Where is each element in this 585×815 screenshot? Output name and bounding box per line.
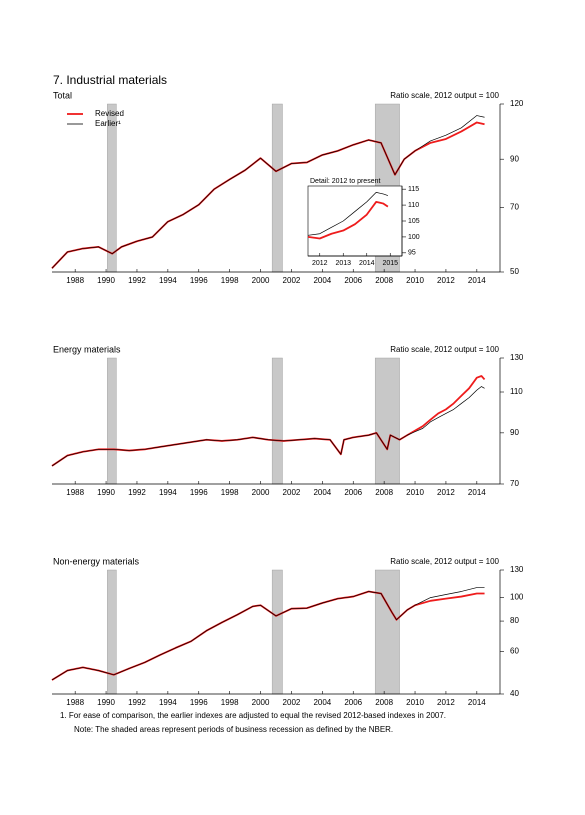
x-tick-label: 1992 (128, 698, 146, 707)
x-tick-label: 2002 (283, 276, 301, 285)
y-tick-label: 95 (408, 250, 416, 257)
recession-shade (271, 103, 283, 273)
y-tick-label: 130 (510, 353, 524, 362)
x-tick-label: 1996 (190, 698, 208, 707)
chart-title: Non-energy materials (53, 556, 140, 566)
footnote: Note: The shaded areas represent periods… (74, 725, 393, 734)
x-tick-label: 1990 (97, 698, 115, 707)
legend-label: Earlier¹ (95, 119, 121, 128)
chart-title: Energy materials (53, 344, 121, 354)
x-tick-label: 1988 (66, 698, 84, 707)
y-tick-label: 90 (510, 428, 519, 437)
series-line (51, 386, 485, 467)
inset-title: Detail: 2012 to present (310, 178, 380, 185)
y-tick-label: 120 (510, 99, 524, 108)
y-tick-label: 50 (510, 267, 519, 276)
x-tick-label: 1994 (159, 488, 177, 497)
x-tick-label: 1988 (66, 276, 84, 285)
x-tick-label: 2013 (335, 260, 351, 267)
y-tick-label: 130 (510, 565, 524, 574)
x-tick-label: 1998 (221, 276, 239, 285)
x-tick-label: 2000 (252, 276, 270, 285)
x-tick-label: 2012 (437, 698, 455, 707)
x-tick-label: 2006 (344, 698, 362, 707)
y-tick-label: 110 (408, 202, 419, 209)
x-tick-label: 2012 (312, 260, 328, 267)
x-tick-label: 2002 (283, 488, 301, 497)
x-tick-label: 1988 (66, 488, 84, 497)
recession-shade (107, 357, 117, 485)
x-tick-label: 2004 (313, 698, 331, 707)
x-tick-label: 1990 (97, 488, 115, 497)
scale-note: Ratio scale, 2012 output = 100 (390, 91, 499, 100)
x-tick-label: 1996 (190, 488, 208, 497)
recession-shade (271, 357, 283, 485)
chart-title: Total (53, 90, 72, 100)
y-tick-label: 70 (510, 203, 519, 212)
recession-shade (107, 103, 117, 273)
y-tick-label: 80 (510, 616, 519, 625)
x-tick-label: 2006 (344, 276, 362, 285)
inset-box (307, 185, 403, 257)
x-tick-label: 1992 (128, 276, 146, 285)
x-tick-label: 2014 (468, 488, 486, 497)
x-tick-label: 1996 (190, 276, 208, 285)
recession-shade (271, 569, 283, 695)
series-line (51, 587, 485, 681)
series-line (51, 115, 485, 269)
scale-note: Ratio scale, 2012 output = 100 (390, 557, 499, 566)
x-tick-label: 2004 (313, 276, 331, 285)
x-tick-label: 1994 (159, 276, 177, 285)
page-title: 7. Industrial materials (53, 73, 167, 87)
x-tick-label: 1998 (221, 698, 239, 707)
y-tick-label: 110 (510, 387, 523, 396)
x-tick-label: 1998 (221, 488, 239, 497)
x-tick-label: 2014 (468, 276, 486, 285)
x-tick-label: 2010 (406, 276, 424, 285)
x-tick-label: 2008 (375, 488, 393, 497)
x-tick-label: 2010 (406, 698, 424, 707)
x-tick-label: 1994 (159, 698, 177, 707)
y-tick-label: 40 (510, 689, 519, 698)
scale-note: Ratio scale, 2012 output = 100 (390, 345, 499, 354)
x-tick-label: 2010 (406, 488, 424, 497)
y-tick-label: 60 (510, 646, 519, 655)
x-tick-label: 1990 (97, 276, 115, 285)
series-line (307, 201, 389, 240)
recession-shade (374, 569, 400, 695)
x-tick-label: 2004 (313, 488, 331, 497)
footnote: 1. For ease of comparison, the earlier i… (60, 711, 446, 720)
recession-shade (107, 569, 117, 695)
x-tick-label: 1992 (128, 488, 146, 497)
x-tick-label: 2000 (252, 488, 270, 497)
x-tick-label: 2015 (382, 260, 398, 267)
series-line (307, 192, 389, 236)
legend-label: Revised (95, 109, 124, 118)
y-tick-label: 90 (510, 154, 519, 163)
y-tick-label: 115 (408, 186, 419, 193)
recession-shade (374, 357, 400, 485)
x-tick-label: 2002 (283, 698, 301, 707)
x-tick-label: 2006 (344, 488, 362, 497)
x-tick-label: 2012 (437, 276, 455, 285)
y-tick-label: 105 (408, 218, 420, 225)
x-tick-label: 2014 (359, 260, 375, 267)
y-tick-label: 70 (510, 479, 519, 488)
x-tick-label: 2008 (375, 276, 393, 285)
x-tick-label: 2000 (252, 698, 270, 707)
x-tick-label: 2012 (437, 488, 455, 497)
x-tick-label: 2008 (375, 698, 393, 707)
y-tick-label: 100 (510, 593, 524, 602)
y-tick-label: 100 (408, 234, 420, 241)
x-tick-label: 2014 (468, 698, 486, 707)
